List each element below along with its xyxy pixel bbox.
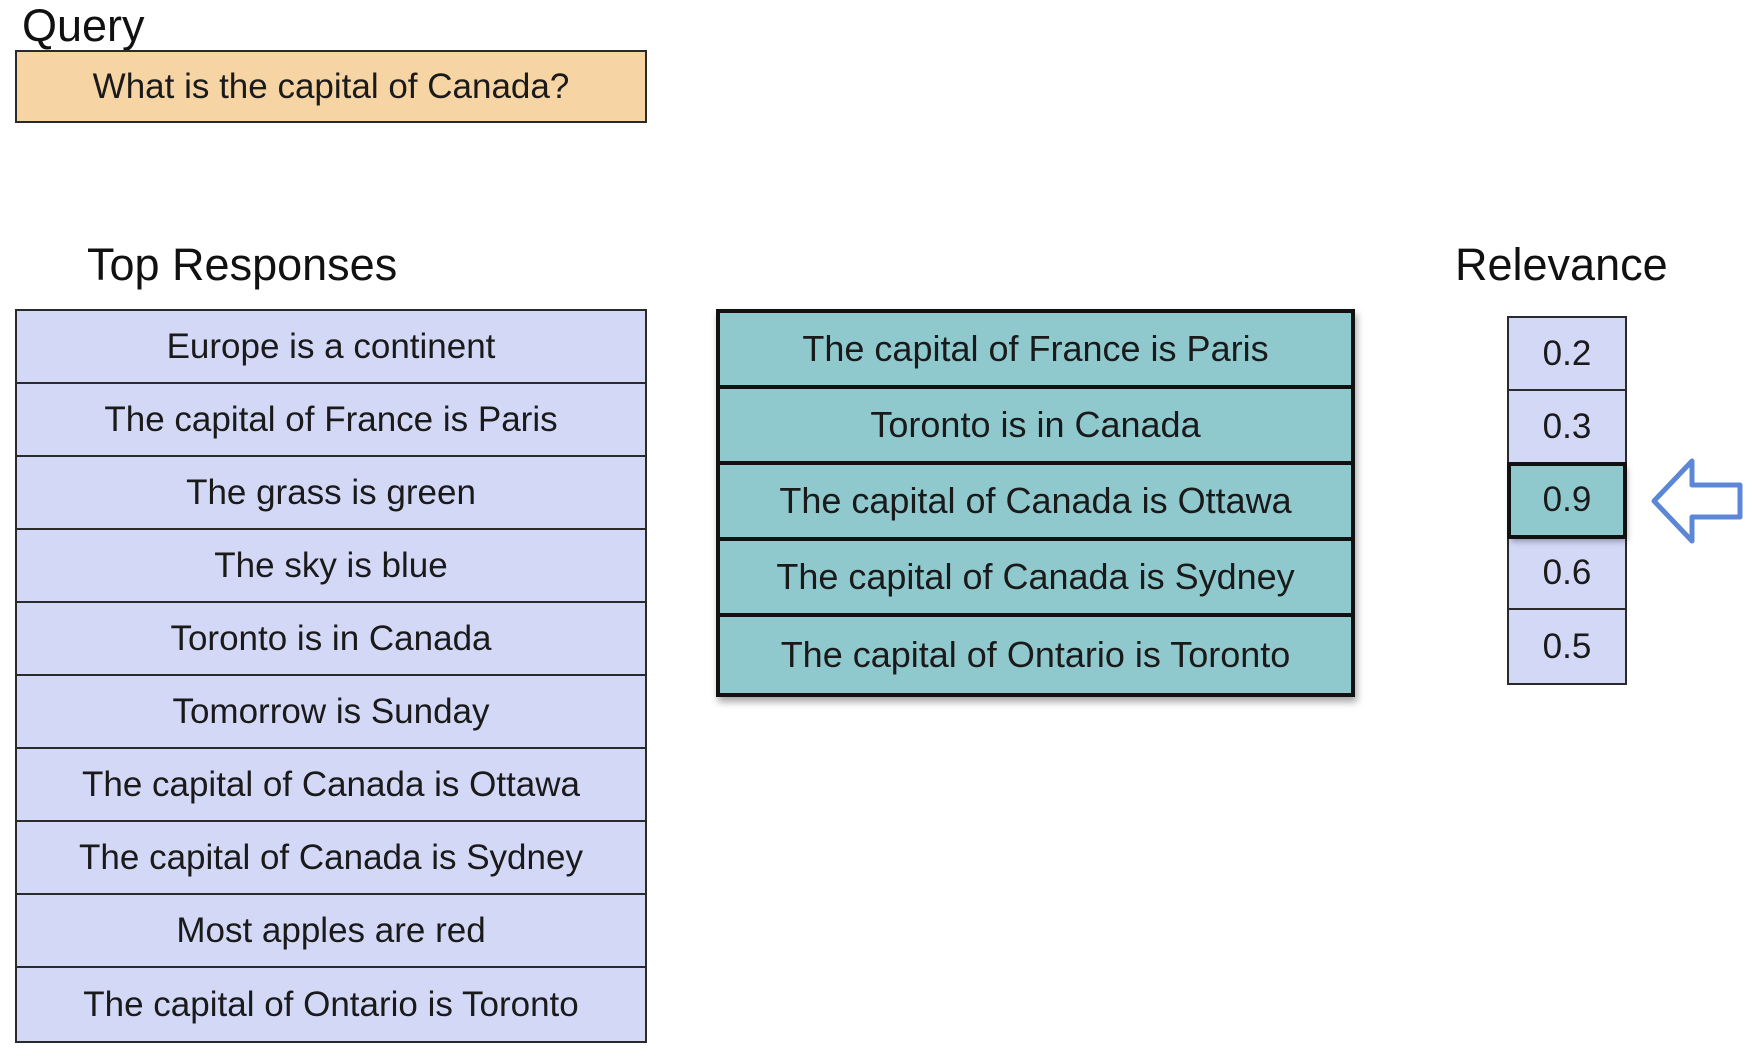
response-item: The capital of Ontario is Toronto (83, 984, 579, 1024)
selected-response-item: Toronto is in Canada (720, 389, 1351, 465)
response-item: The sky is blue (17, 530, 645, 603)
relevance-score: 0.2 (1509, 318, 1625, 391)
selected-response-item: The capital of Canada is Ottawa (720, 465, 1351, 541)
selected-response-item: The capital of Ontario is Toronto (780, 634, 1291, 675)
top-responses-list: Europe is a continent The capital of Fra… (15, 309, 647, 1043)
response-item: Tomorrow is Sunday (17, 676, 645, 749)
response-item: Toronto is in Canada (17, 603, 645, 676)
query-title: Query (22, 0, 145, 51)
selected-response-item: The capital of Canada is Sydney (720, 541, 1351, 617)
response-item: Most apples are red (17, 895, 645, 968)
relevance-list: 0.2 0.3 0.9 0.6 0.5 (1507, 316, 1627, 685)
response-item: The capital of Canada is Sydney (17, 822, 645, 895)
query-box: What is the capital of Canada? (15, 50, 647, 123)
response-item: The capital of France is Paris (17, 384, 645, 457)
relevance-title: Relevance (1455, 239, 1668, 290)
response-item: The grass is green (17, 457, 645, 530)
selected-response-item: The capital of France is Paris (720, 313, 1351, 389)
relevance-score: 0.3 (1509, 391, 1625, 464)
top-responses-title: Top Responses (87, 239, 398, 290)
relevance-score: 0.5 (1542, 626, 1592, 666)
arrow-left-outline-icon (1651, 458, 1743, 544)
response-item: The capital of Canada is Ottawa (17, 749, 645, 822)
relevance-score: 0.6 (1509, 537, 1625, 610)
response-item: Europe is a continent (17, 311, 645, 384)
selected-responses-list: The capital of France is Paris Toronto i… (716, 309, 1355, 697)
query-text: What is the capital of Canada? (92, 66, 570, 106)
relevance-score-highlighted: 0.9 (1507, 462, 1627, 539)
